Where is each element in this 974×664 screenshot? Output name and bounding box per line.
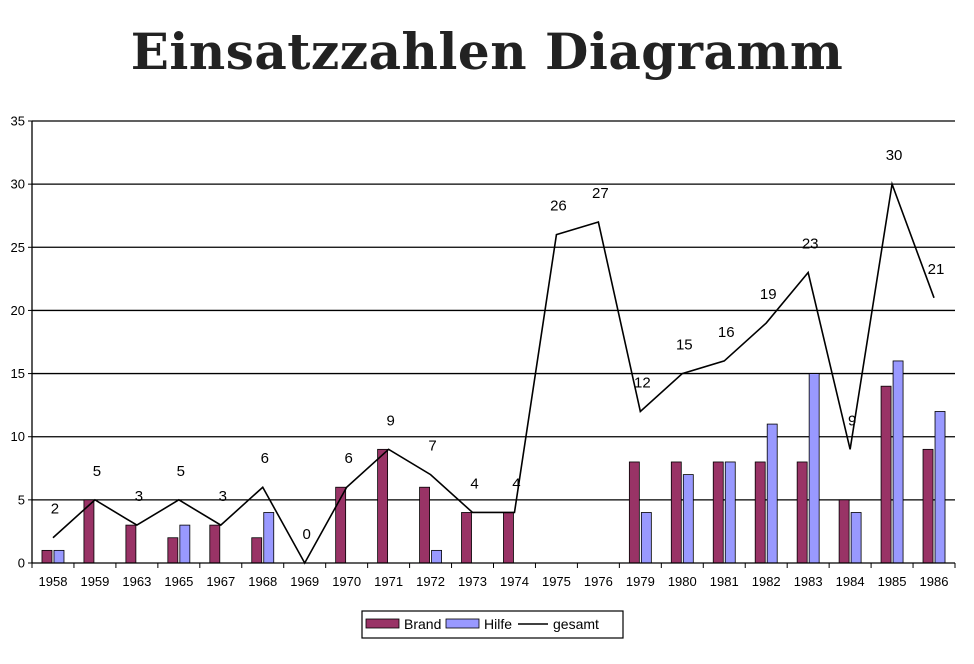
bar-brand bbox=[712, 461, 724, 564]
bar-brand bbox=[41, 549, 53, 564]
y-tick-label: 20 bbox=[11, 303, 25, 318]
data-label: 9 bbox=[386, 412, 394, 429]
y-tick-label: 15 bbox=[11, 366, 25, 381]
bar-brand bbox=[796, 461, 808, 564]
x-tick-label: 1963 bbox=[122, 574, 151, 589]
data-label: 30 bbox=[886, 147, 903, 164]
x-tick-label: 1984 bbox=[836, 574, 865, 589]
data-label: 4 bbox=[512, 475, 520, 492]
data-label: 3 bbox=[219, 488, 227, 505]
bar-brand bbox=[503, 512, 514, 564]
legend-swatch-brand bbox=[365, 618, 400, 629]
data-label: 6 bbox=[261, 450, 269, 467]
x-tick-label: 1973 bbox=[458, 574, 487, 589]
data-label: 26 bbox=[550, 198, 567, 215]
x-tick-label: 1976 bbox=[584, 574, 613, 589]
bar-hilfe bbox=[892, 360, 904, 564]
x-tick-label: 1982 bbox=[752, 574, 781, 589]
bar-brand bbox=[754, 461, 766, 564]
x-tick-label: 1970 bbox=[332, 574, 361, 589]
bar-brand bbox=[880, 385, 892, 564]
data-label: 23 bbox=[802, 236, 819, 253]
x-tick-label: 1965 bbox=[164, 574, 193, 589]
y-tick-label: 10 bbox=[11, 429, 25, 444]
bar-brand bbox=[251, 537, 263, 564]
data-label: 4 bbox=[470, 475, 478, 492]
y-tick-label: 25 bbox=[11, 240, 25, 255]
bar-hilfe bbox=[263, 512, 275, 564]
x-tick-label: 1981 bbox=[710, 574, 739, 589]
y-tick-label: 5 bbox=[18, 492, 25, 507]
x-tick-label: 1969 bbox=[290, 574, 319, 589]
x-tick-label: 1979 bbox=[626, 574, 655, 589]
x-tick-label: 1983 bbox=[794, 574, 823, 589]
line-gesamt bbox=[52, 180, 935, 565]
data-label: 9 bbox=[848, 412, 856, 429]
data-label: 15 bbox=[676, 337, 693, 354]
legend: Brand Hilfe gesamt bbox=[361, 610, 624, 639]
x-tick-label: 1974 bbox=[500, 574, 529, 589]
bar-brand bbox=[922, 448, 934, 564]
x-tick-label: 1958 bbox=[39, 574, 68, 589]
axes bbox=[31, 121, 955, 564]
bar-brand bbox=[209, 524, 221, 564]
data-label: 16 bbox=[718, 324, 735, 341]
x-tick-label: 1959 bbox=[80, 574, 109, 589]
x-tick-label: 1985 bbox=[878, 574, 907, 589]
bar-brand bbox=[628, 461, 640, 564]
gridlines bbox=[32, 120, 955, 501]
data-label: 6 bbox=[344, 450, 352, 467]
bar-brand bbox=[419, 486, 430, 564]
bar-hilfe bbox=[934, 411, 946, 564]
bar-brand bbox=[167, 537, 179, 564]
bar-hilfe bbox=[179, 524, 191, 564]
legend-label-hilfe: Hilfe bbox=[484, 616, 512, 632]
bar-brand bbox=[838, 499, 850, 564]
data-label: 12 bbox=[634, 374, 651, 391]
data-label: 0 bbox=[303, 526, 311, 543]
bar-hilfe bbox=[53, 549, 65, 564]
total-line bbox=[52, 180, 935, 565]
x-tick-label: 1968 bbox=[248, 574, 277, 589]
legend-label-gesamt: gesamt bbox=[553, 616, 599, 632]
data-label: 5 bbox=[93, 463, 101, 480]
y-tick-label: 30 bbox=[11, 177, 25, 192]
data-label: 3 bbox=[135, 488, 143, 505]
chart-title: Einsatzzahlen Diagramm bbox=[130, 22, 844, 81]
data-label: 2 bbox=[51, 501, 59, 518]
bar-hilfe bbox=[850, 512, 862, 564]
bar-hilfe bbox=[640, 512, 652, 564]
x-tick-label: 1986 bbox=[920, 574, 949, 589]
x-tick-label: 1971 bbox=[374, 574, 403, 589]
bar-hilfe bbox=[682, 474, 694, 564]
bar-brand bbox=[461, 512, 472, 564]
data-label: 27 bbox=[592, 185, 609, 202]
x-tick-label: 1972 bbox=[416, 574, 445, 589]
x-tick-label: 1980 bbox=[668, 574, 697, 589]
bar-hilfe bbox=[431, 549, 442, 564]
legend-swatch-hilfe bbox=[445, 618, 480, 629]
y-tick-label: 35 bbox=[11, 114, 25, 129]
bar-hilfe bbox=[808, 373, 820, 564]
bar-brand bbox=[377, 448, 389, 564]
y-axis-ticks: 0 5 10 15 20 25 30 35 bbox=[11, 114, 32, 571]
bar-hilfe bbox=[766, 423, 778, 564]
x-tick-label: 1975 bbox=[542, 574, 571, 589]
y-tick-label: 0 bbox=[18, 556, 25, 571]
bar-brand bbox=[125, 524, 137, 564]
bar-brand bbox=[670, 461, 682, 564]
data-labels: 2 5 3 5 3 6 0 6 9 7 4 4 26 27 12 15 16 19 23 9 30 21 bbox=[51, 147, 945, 543]
bars bbox=[41, 360, 946, 564]
data-label: 5 bbox=[177, 463, 185, 480]
legend-box bbox=[361, 610, 624, 639]
data-label: 7 bbox=[428, 438, 436, 455]
x-tick-label: 1967 bbox=[206, 574, 235, 589]
legend-label-brand: Brand bbox=[404, 616, 441, 632]
data-label: 21 bbox=[928, 261, 945, 278]
bar-hilfe bbox=[724, 461, 736, 564]
x-axis-ticks: 1958 1959 1963 1965 1967 1968 1969 1970 1971 1972… bbox=[31, 563, 956, 589]
data-label: 19 bbox=[760, 286, 777, 303]
